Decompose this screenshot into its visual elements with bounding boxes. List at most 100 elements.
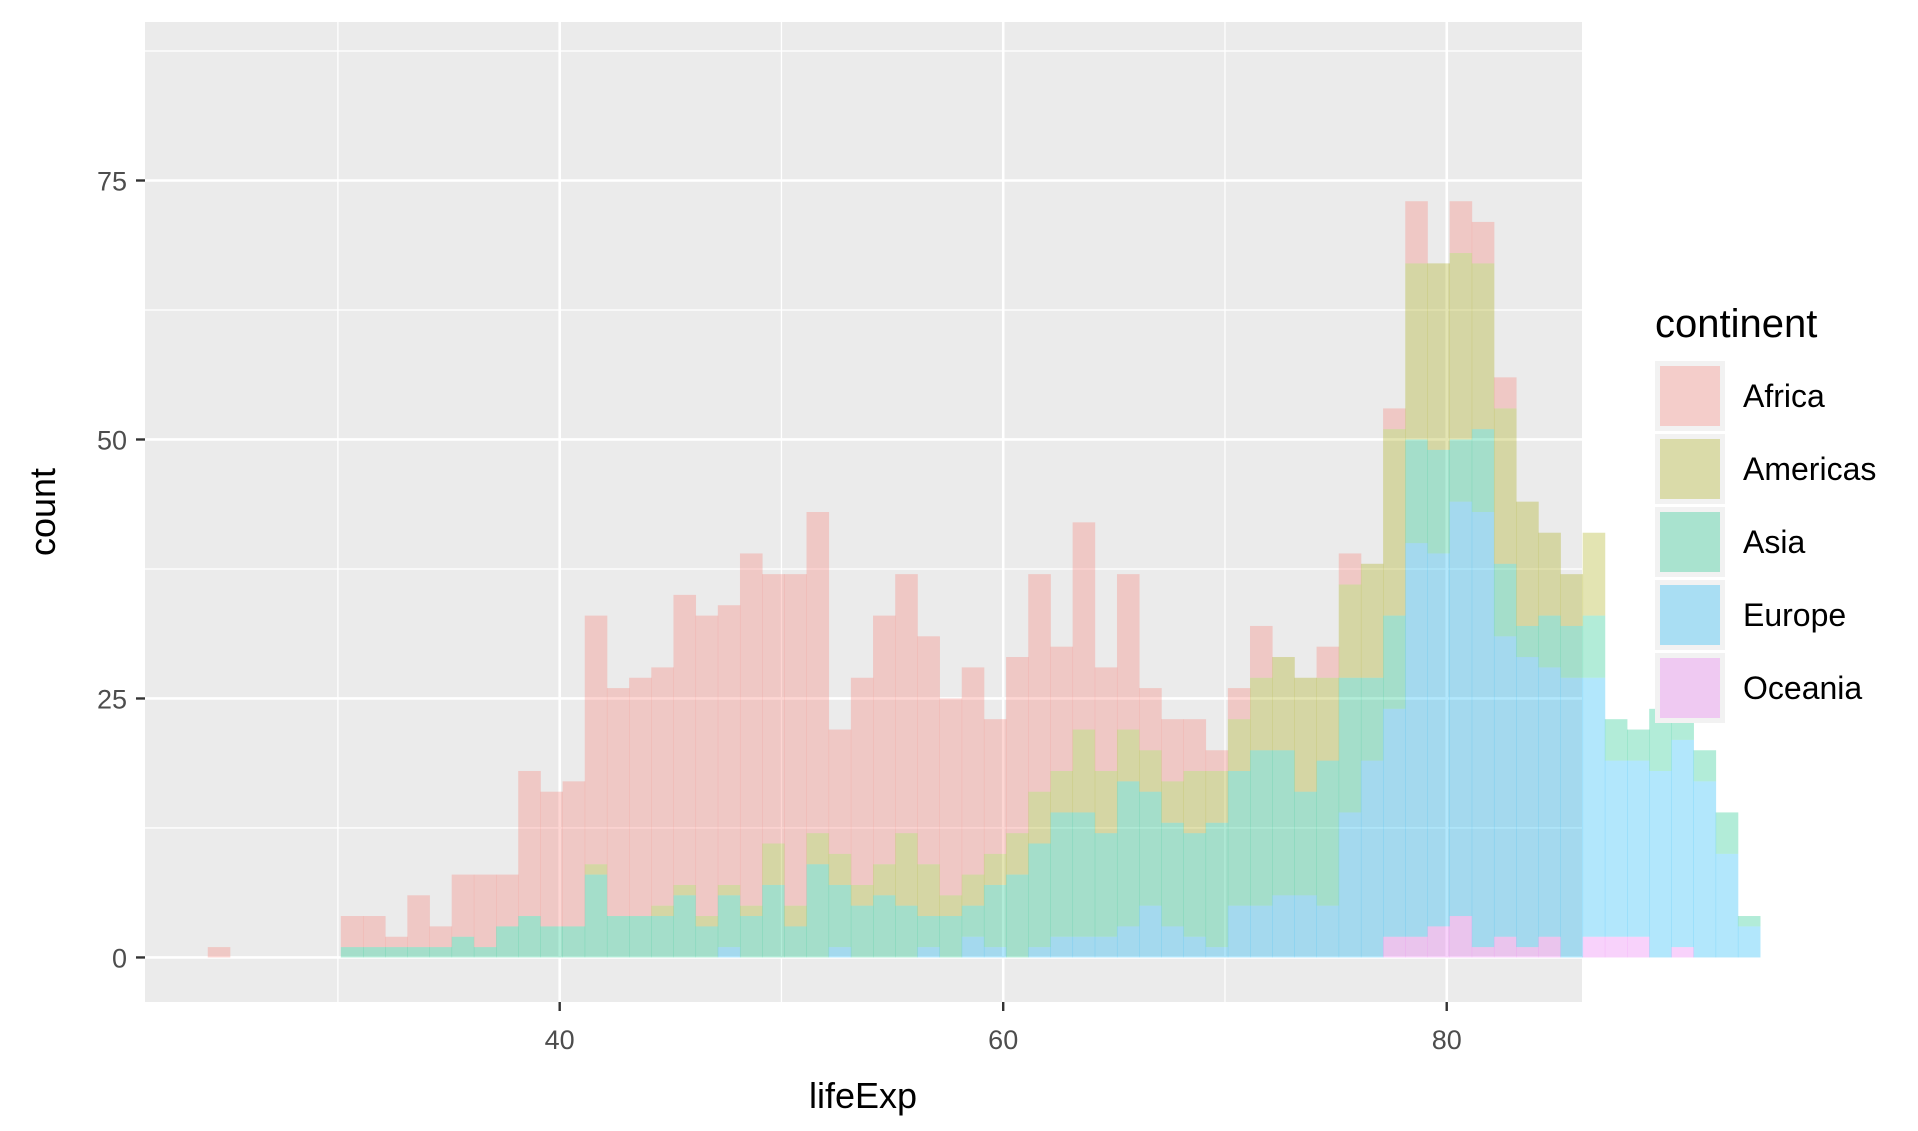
bar-americas-bin-17 <box>584 864 608 875</box>
bar-asia-bin-53 <box>1383 615 1406 709</box>
bar-europe-bin-35 <box>983 947 1007 958</box>
bar-americas-bin-53 <box>1383 429 1406 616</box>
legend-key-background <box>1655 361 1725 431</box>
bar-americas-bin-57 <box>1471 263 1495 430</box>
bar-africa-bin-16 <box>562 781 586 927</box>
bar-americas-bin-38 <box>1050 770 1074 813</box>
bar-africa-bin-47 <box>1250 625 1273 678</box>
bar-africa-bin-19 <box>629 677 652 917</box>
bar-asia-bin-10 <box>429 947 453 958</box>
bar-americas-bin-43 <box>1161 781 1184 823</box>
bar-europe-bin-41 <box>1116 926 1140 958</box>
legend-label-oceania: Oceania <box>1743 670 1862 706</box>
bar-oceania-bin-64 <box>1627 936 1650 958</box>
bar-asia-bin-59 <box>1516 625 1539 658</box>
bar-americas-bin-32 <box>917 864 940 917</box>
bar-europe-bin-47 <box>1250 905 1273 958</box>
legend-key-europe <box>1660 585 1720 645</box>
bar-asia-bin-25 <box>762 884 785 958</box>
bar-africa-bin-39 <box>1072 522 1096 730</box>
bar-asia-bin-13 <box>496 926 519 958</box>
bar-africa-bin-14 <box>518 770 541 917</box>
bar-africa-bin-46 <box>1227 688 1251 720</box>
x-tick-label: 60 <box>988 1025 1018 1055</box>
bar-asia-bin-60 <box>1538 615 1561 668</box>
bar-americas-bin-28 <box>828 853 852 885</box>
bar-asia-bin-68 <box>1715 812 1739 854</box>
bar-africa-bin-54 <box>1405 201 1428 264</box>
bar-asia-bin-8 <box>385 947 408 958</box>
bar-asia-bin-47 <box>1250 750 1273 906</box>
bar-americas-bin-60 <box>1538 532 1561 616</box>
bar-africa-bin-58 <box>1493 377 1517 409</box>
bar-africa-bin-36 <box>1006 657 1029 834</box>
bar-africa-bin-22 <box>695 615 719 917</box>
bar-asia-bin-38 <box>1050 812 1074 937</box>
axes-layer: 40 60 80 0 25 50 75 <box>97 166 1462 1055</box>
bar-americas-bin-59 <box>1516 501 1539 626</box>
bar-africa-bin-57 <box>1471 221 1495 264</box>
bar-asia-bin-16 <box>562 926 586 958</box>
bar-asia-bin-39 <box>1072 812 1096 937</box>
bar-oceania-bin-55 <box>1427 926 1451 958</box>
bar-africa-bin-33 <box>939 698 963 896</box>
bar-asia-bin-7 <box>362 947 386 958</box>
bar-europe-bin-38 <box>1050 936 1074 958</box>
legend-key-background <box>1655 580 1725 650</box>
legend-key-background <box>1655 434 1725 504</box>
legend-label-europe: Europe <box>1743 597 1846 633</box>
bar-asia-bin-37 <box>1028 843 1051 948</box>
bar-europe-bin-45 <box>1205 947 1229 958</box>
bar-europe-bin-34 <box>961 936 985 958</box>
bar-africa-bin-35 <box>983 719 1007 854</box>
bar-africa-bin-26 <box>784 574 807 906</box>
bar-oceania-bin-62 <box>1582 936 1606 958</box>
bar-asia-bin-18 <box>606 916 630 958</box>
bar-europe-bin-55 <box>1427 553 1451 927</box>
bar-asia-bin-27 <box>806 864 830 958</box>
bar-africa-bin-20 <box>651 667 674 906</box>
bar-americas-bin-52 <box>1360 563 1384 678</box>
bar-africa-bin-29 <box>850 677 874 885</box>
bar-americas-bin-35 <box>983 853 1007 885</box>
bar-americas-bin-20 <box>651 905 674 917</box>
bar-asia-bin-63 <box>1604 719 1628 761</box>
bar-americas-bin-25 <box>762 843 785 885</box>
bar-americas-bin-46 <box>1227 719 1251 771</box>
legend-key-background <box>1655 653 1725 723</box>
bar-asia-bin-29 <box>850 905 874 958</box>
bar-africa-bin-25 <box>762 574 785 844</box>
plot-panel <box>145 22 1582 1002</box>
bar-africa-bin-15 <box>540 791 563 927</box>
bar-asia-bin-33 <box>939 916 963 958</box>
bar-europe-bin-65 <box>1649 770 1672 958</box>
bar-africa-bin-34 <box>961 667 985 875</box>
bar-americas-bin-34 <box>961 874 985 906</box>
bar-asia-bin-41 <box>1116 781 1140 927</box>
bar-europe-bin-63 <box>1604 760 1628 937</box>
bar-africa-bin-9 <box>407 895 430 948</box>
bar-americas-bin-31 <box>895 833 918 906</box>
bar-africa-bin-37 <box>1028 574 1051 792</box>
bar-asia-bin-62 <box>1582 615 1606 678</box>
bar-asia-bin-44 <box>1183 833 1207 937</box>
bar-asia-bin-54 <box>1405 439 1428 544</box>
bar-asia-bin-32 <box>917 916 940 948</box>
bar-asia-bin-45 <box>1205 822 1229 948</box>
bar-africa-bin-23 <box>717 605 741 885</box>
bar-americas-bin-45 <box>1205 770 1229 823</box>
bar-africa-bin-18 <box>606 688 630 917</box>
bar-africa-bin-51 <box>1338 553 1362 585</box>
bar-europe-bin-59 <box>1516 657 1539 948</box>
bar-europe-bin-61 <box>1560 677 1584 958</box>
bar-americas-bin-29 <box>850 884 874 906</box>
bar-asia-bin-56 <box>1449 439 1473 502</box>
bar-africa-bin-41 <box>1116 574 1140 730</box>
bar-asia-bin-26 <box>784 926 807 958</box>
bar-europe-bin-53 <box>1383 708 1406 937</box>
y-axis-title: count <box>22 468 63 556</box>
legend-key-africa <box>1660 366 1720 426</box>
bar-africa-bin-44 <box>1183 719 1207 771</box>
bar-americas-bin-37 <box>1028 791 1051 844</box>
bar-asia-bin-48 <box>1272 750 1295 896</box>
